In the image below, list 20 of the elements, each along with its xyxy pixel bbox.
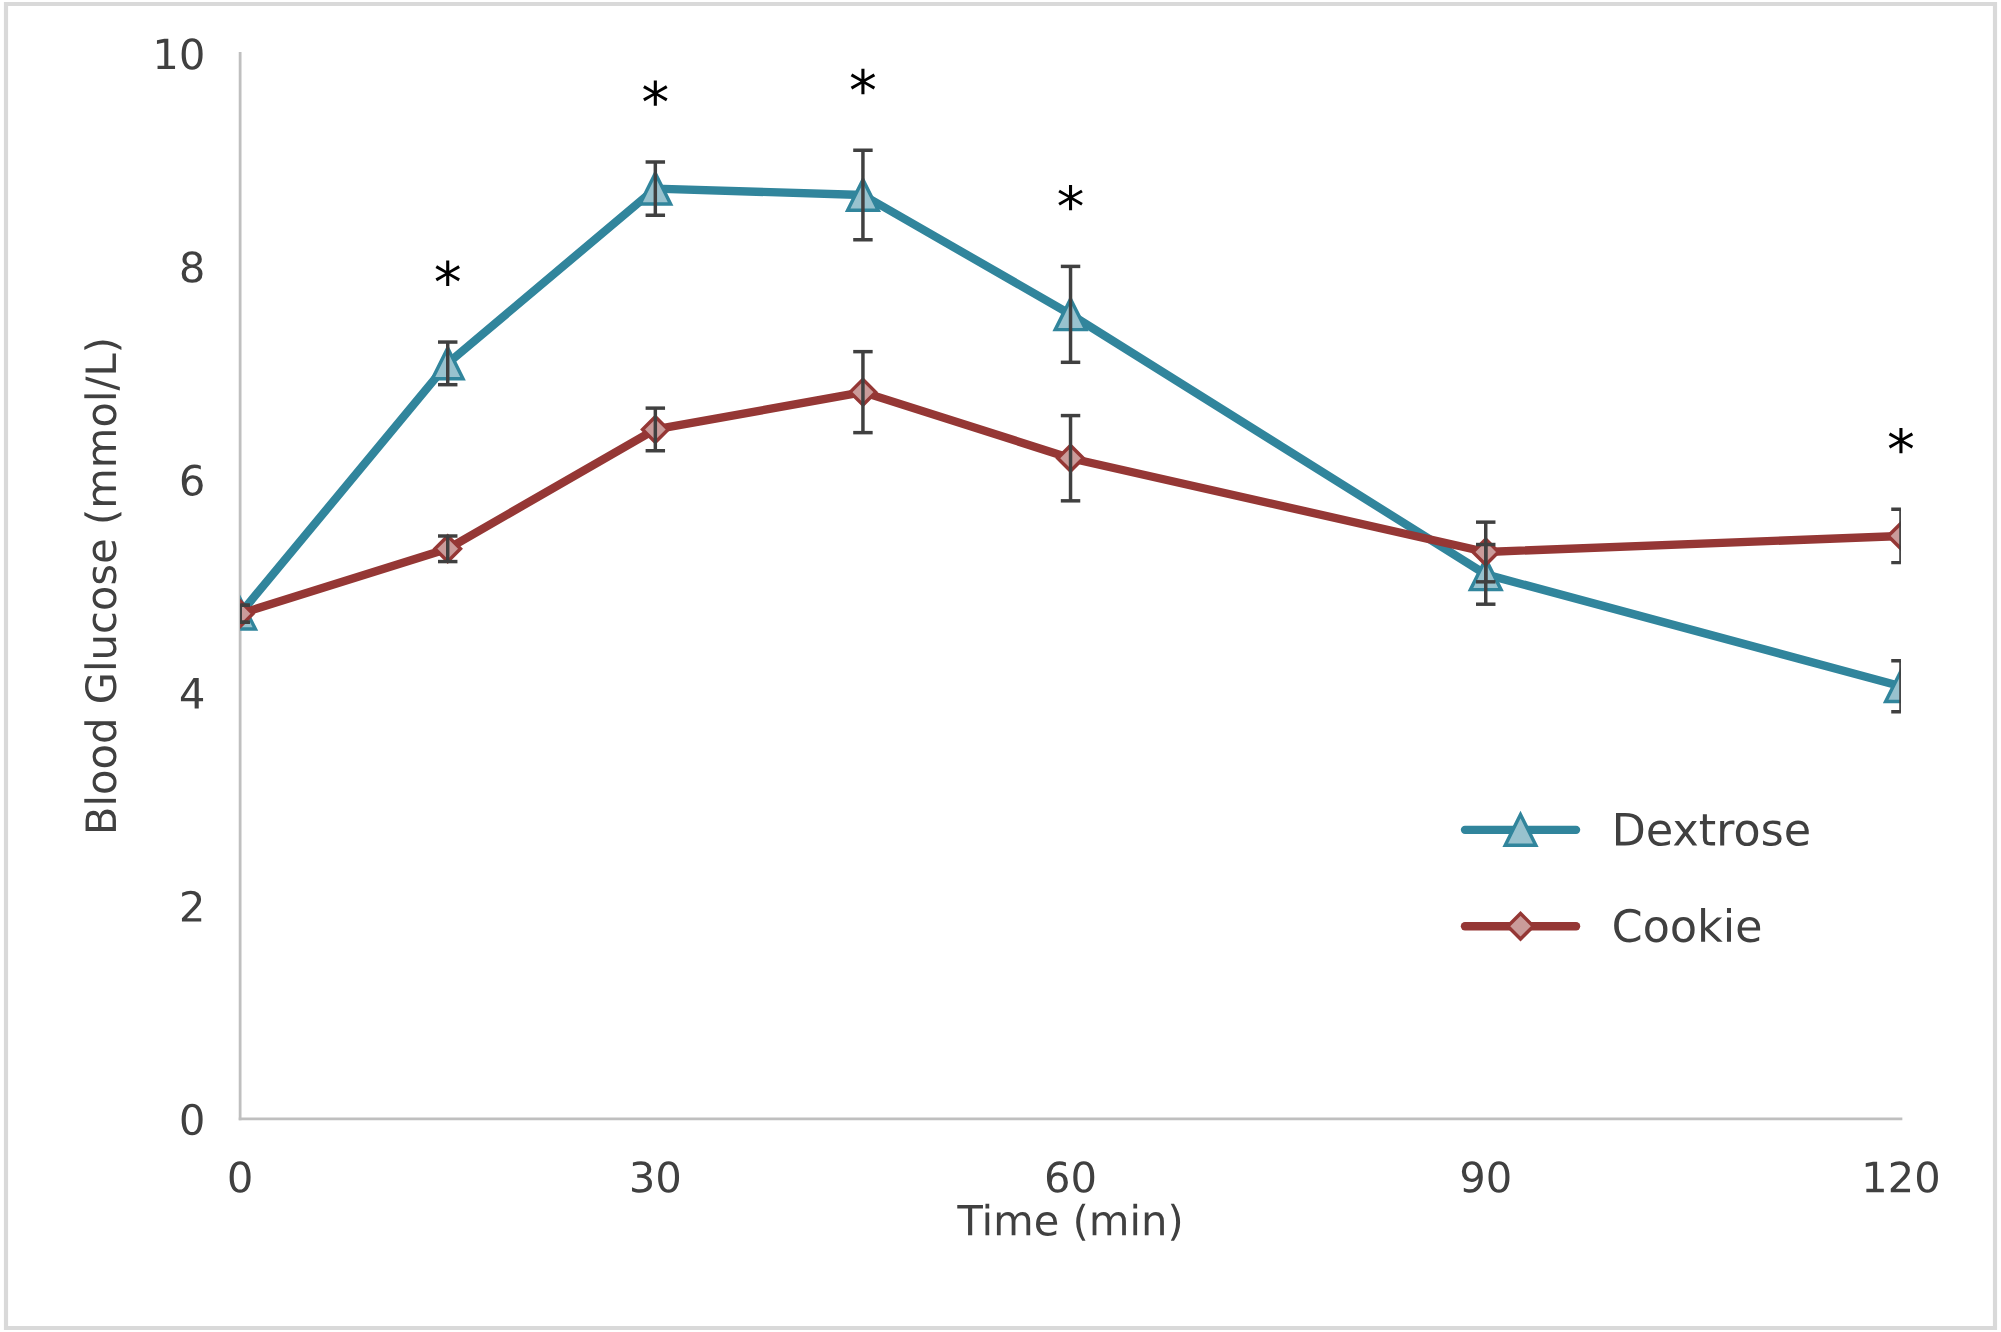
y-tick-label: 0 [181,1103,203,1136]
y-axis-title: Blood Glucose (mmol/L) [84,340,122,832]
x-axis-title: Time (min) [957,1203,1181,1241]
x-tick-label: 90 [1461,1161,1510,1193]
y-tick-label: 2 [181,890,202,922]
y-tick-label: 6 [181,464,203,496]
legend-label: Dextrose [1616,813,1809,847]
annotation: * [1058,184,1083,211]
x-tick-label: 30 [631,1161,680,1193]
legend-label: Cookie [1614,907,1761,943]
annotation: * [643,80,668,106]
x-tick-label: 0 [229,1161,251,1193]
annotation: * [1888,427,1914,454]
y-tick-label: 10 [156,38,203,70]
x-tick-label: 60 [1046,1161,1095,1193]
y-tick-label: 4 [180,678,204,709]
annotation: * [850,68,876,95]
annotation: * [435,260,460,286]
y-tick-label: 8 [181,251,203,283]
x-tick-label: 120 [1865,1161,1938,1193]
